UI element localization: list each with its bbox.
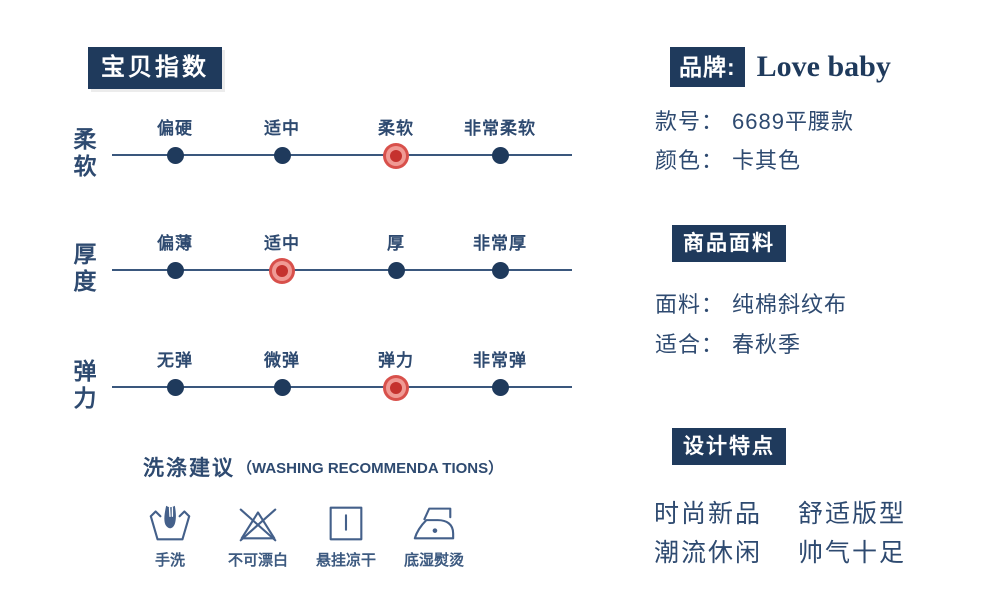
wash-item-no-bleach: 不可漂白 [228,500,288,570]
scale-point: 弹力 [378,342,414,394]
washing-title-zh: 洗涤建议 [143,457,235,480]
scale-dot [166,262,184,279]
elasticity-axis-label: 弹力 [70,359,96,413]
wash-item-hang-dry: 悬挂凉干 [316,500,376,570]
thickness-axis-label: 厚度 [70,242,96,296]
selected-marker [390,382,402,394]
selected-marker [390,150,402,162]
scale-point: 非常弹 [473,342,527,396]
wash-item-hand-wash: 手洗 [147,500,193,570]
thickness-scale-line [112,269,572,271]
scale-point: 无弹 [157,342,193,396]
feature-line-1: 时尚新品 舒适版型 [654,494,906,530]
scale-point: 适中 [264,110,300,164]
elasticity-scale-row: 弹力 无弹 微弹 弹力 非常弹 [60,342,580,434]
brand-name: Love baby [756,50,891,83]
scale-dot [273,147,291,164]
fabric-section-header: 商品面料 [672,225,786,262]
season-line: 适合： 春秋季 [655,327,801,359]
color-value: 卡其色 [732,148,802,173]
softness-axis-label: 柔软 [70,127,96,181]
scale-point-label: 偏薄 [157,234,193,253]
no-bleach-icon [228,500,288,546]
scale-dot [387,262,405,279]
color-line: 颜色： 卡其色 [655,143,801,175]
scale-point: 非常柔软 [464,110,536,164]
scale-point: 微弹 [264,342,300,396]
scale-point-label: 适中 [264,234,300,253]
wash-item-label: 悬挂凉干 [315,552,377,569]
hang-dry-icon [316,500,376,546]
scale-dot [491,379,509,396]
hand-wash-icon [147,500,193,546]
style-number-label: 款号： [655,109,725,134]
season-label: 适合： [655,332,725,357]
scale-point: 偏硬 [157,110,193,164]
selected-marker [276,265,288,277]
scale-point-label: 无弹 [157,351,193,370]
wash-item-iron-damp: 底湿熨烫 [404,500,464,570]
feature-line-2: 潮流休闲 帅气十足 [654,533,906,569]
brand-row: 品牌: Love baby [670,47,891,87]
feature-item: 潮流休闲 [654,539,763,567]
brand-label-box: 品牌: [670,47,745,87]
iron-damp-icon [404,500,464,546]
scale-point-label: 偏硬 [157,119,193,138]
washing-title: 洗涤建议 （WASHING RECOMMENDA TIONS） [143,452,503,482]
softness-scale-row: 柔软 偏硬 适中 柔软 非常柔软 [60,110,580,202]
washing-title-en: （WASHING RECOMMENDA TIONS） [237,459,504,477]
elasticity-scale-line [112,386,572,388]
scale-dot [166,379,184,396]
fabric-label: 面料： [655,292,725,317]
scale-point-label: 弹力 [378,351,414,370]
thickness-scale-row: 厚度 偏薄 适中 厚 非常厚 [60,225,580,317]
season-value: 春秋季 [732,332,802,357]
softness-scale-line [112,154,572,156]
fabric-value: 纯棉斜纹布 [732,292,848,317]
scale-point: 厚 [387,225,405,279]
scale-point: 偏薄 [157,225,193,279]
scale-dot [166,147,184,164]
scale-point-label: 适中 [264,119,300,138]
feature-item: 帅气十足 [798,539,907,567]
wash-item-label: 底湿熨烫 [403,552,465,569]
scale-point-label: 微弹 [264,351,300,370]
scale-point-label: 非常厚 [473,234,527,253]
scale-point: 柔软 [378,110,414,162]
fabric-line: 面料： 纯棉斜纹布 [655,287,847,319]
design-section-header: 设计特点 [672,428,786,465]
scale-dot [491,262,509,279]
index-panel-title: 宝贝指数 [88,47,222,89]
wash-item-label: 不可漂白 [227,552,289,569]
scale-dot [273,379,291,396]
feature-item: 舒适版型 [798,500,907,528]
scale-point: 适中 [264,225,300,277]
scale-point-label: 非常柔软 [464,119,536,138]
scale-point-label: 厚 [387,234,405,253]
wash-item-label: 手洗 [154,552,185,569]
scale-point-label: 柔软 [378,119,414,138]
style-number-line: 款号： 6689平腰款 [655,104,854,136]
scale-dot [491,147,509,164]
color-label: 颜色： [655,148,725,173]
feature-item: 时尚新品 [654,500,763,528]
style-number-value: 6689平腰款 [732,109,854,134]
scale-point: 非常厚 [473,225,527,279]
scale-point-label: 非常弹 [473,351,527,370]
